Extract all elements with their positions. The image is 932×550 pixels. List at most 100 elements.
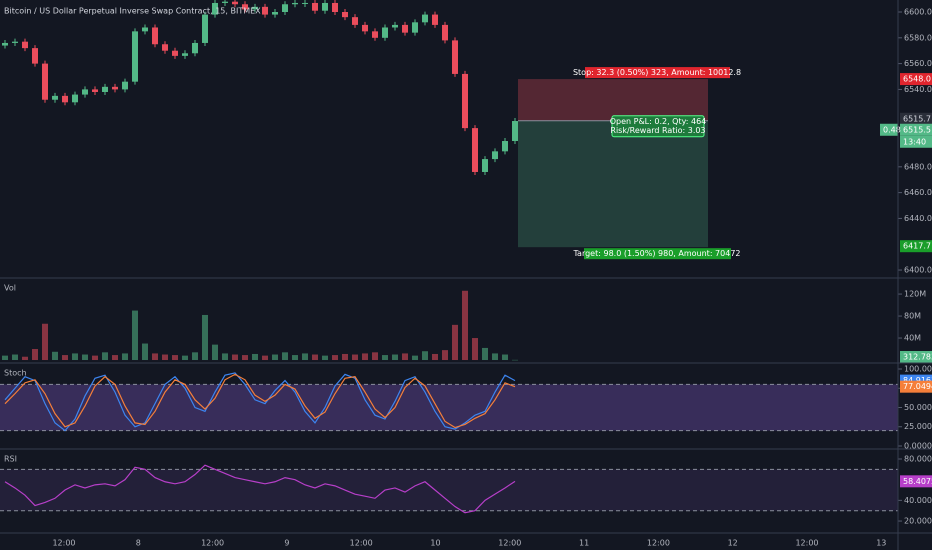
- volume-bar: [72, 353, 78, 361]
- candle: [502, 141, 508, 152]
- x-tick-label: 9: [284, 539, 289, 548]
- volume-bar: [412, 355, 418, 361]
- y-tick-label: 20.0000: [904, 517, 932, 526]
- axes: 6600.0 6580.0 6560.0 6540.0 6480.0 6460.0 6440…: [52, 7, 932, 548]
- y-tick-label: 80M: [904, 312, 921, 321]
- candle: [182, 53, 188, 56]
- volume-bar: [262, 355, 268, 361]
- candle: [362, 24, 368, 32]
- volume-bar: [352, 354, 358, 361]
- volume-bar: [272, 354, 278, 361]
- candle: [12, 41, 18, 43]
- volume-bar: [512, 359, 518, 361]
- volume-pane: [2, 290, 518, 361]
- price-pane: [2, 0, 518, 175]
- volume-bar: [252, 353, 258, 361]
- candle: [352, 17, 358, 25]
- x-tick-label: 11: [579, 539, 589, 548]
- y-tick-label: 6580.0: [904, 33, 932, 42]
- x-tick-label: 12:00: [795, 539, 818, 548]
- label-box: [584, 248, 731, 260]
- candle: [462, 73, 468, 129]
- volume-bar: [232, 354, 238, 361]
- pnl-label: Open P&L: 0.2, Qty: 464: [610, 117, 707, 126]
- candle: [112, 86, 118, 90]
- y-tick-label: 25.0000: [904, 422, 932, 431]
- candle: [452, 40, 458, 74]
- candle: [172, 50, 178, 56]
- target-label: Target: 98.0 (1.50%) 980, Amount: 70472: [572, 249, 740, 258]
- price-label: 6548.0: [903, 75, 931, 84]
- candle: [482, 159, 488, 172]
- candle: [142, 27, 148, 32]
- stop-label: Stop: 32.3 (0.50%) 323, Amount: 10012.8: [573, 68, 741, 77]
- candle: [312, 2, 318, 11]
- candle: [282, 4, 288, 12]
- stop-zone: [518, 79, 708, 121]
- candle: [152, 27, 158, 45]
- target-zone: [518, 120, 708, 248]
- candle: [72, 94, 78, 103]
- candle: [512, 121, 518, 142]
- volume-bar: [332, 355, 338, 361]
- candle: [232, 1, 238, 5]
- pane-label: Vol: [4, 284, 16, 293]
- candle: [422, 14, 428, 23]
- y-tick-label: 6600.0: [904, 7, 932, 16]
- volume-bar: [132, 310, 138, 361]
- label-box: [900, 73, 932, 86]
- candle: [382, 27, 388, 38]
- volume-bar: [62, 355, 68, 361]
- price-label: 312.783K: [903, 353, 932, 362]
- volume-bar: [482, 347, 488, 361]
- volume-bar: [12, 354, 18, 361]
- volume-bar: [392, 354, 398, 361]
- stoch-pane: [0, 372, 898, 432]
- volume-bar: [162, 354, 168, 361]
- band-fill: [0, 384, 898, 431]
- volume-bar: [92, 355, 98, 361]
- candle: [262, 6, 268, 15]
- volume-bar: [372, 352, 378, 361]
- y-tick-label: 6440.0: [904, 214, 932, 223]
- candle: [342, 11, 348, 18]
- volume-bar: [222, 353, 228, 361]
- volume-bar: [422, 351, 428, 361]
- volume-bar: [432, 353, 438, 361]
- y-tick-label: 6400.0: [904, 266, 932, 275]
- candle: [102, 86, 108, 92]
- volume-bar: [492, 353, 498, 361]
- volume-bar: [2, 355, 8, 361]
- candle: [62, 95, 68, 103]
- candle: [492, 151, 498, 160]
- label-box: [880, 123, 898, 136]
- volume-bar: [82, 354, 88, 361]
- label-box: [900, 240, 932, 253]
- volume-bar: [212, 344, 218, 361]
- label-box: [611, 115, 705, 138]
- volume-bar: [342, 353, 348, 361]
- y-tick-label: 6540.0: [904, 85, 932, 94]
- x-tick-label: 8: [136, 539, 141, 548]
- price-label: 84.9161: [903, 376, 932, 385]
- volume-bar: [362, 353, 368, 361]
- candle: [432, 14, 438, 25]
- y-tick-label: 6460.0: [904, 188, 932, 197]
- x-tick-label: 12:00: [498, 539, 521, 548]
- volume-bar: [242, 355, 248, 361]
- candle: [202, 14, 208, 43]
- x-tick-label: 12: [728, 539, 738, 548]
- volume-bar: [22, 356, 28, 361]
- candle: [322, 2, 328, 11]
- candle: [242, 4, 248, 10]
- y-tick-label: 6560.0: [904, 59, 932, 68]
- volume-bar: [32, 349, 38, 361]
- y-tick-label: 0.0000: [904, 441, 932, 450]
- y-tick-label: 40.0000: [904, 496, 932, 505]
- candle: [92, 89, 98, 92]
- volume-bar: [282, 352, 288, 361]
- candle: [272, 11, 278, 15]
- y-tick-label: 6480.0: [904, 162, 932, 171]
- rsi-pane: [0, 464, 898, 514]
- indicator-line: [4, 372, 516, 432]
